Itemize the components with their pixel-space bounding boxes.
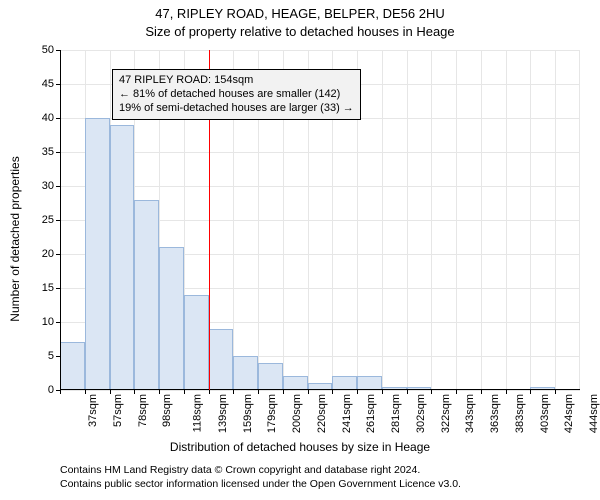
xtick-mark [209,390,210,394]
xtick-label: 98sqm [161,394,173,427]
xtick-mark [407,390,408,394]
xtick-label: 220sqm [316,394,328,433]
ytick-label: 30 [24,180,54,192]
xtick-label: 281sqm [390,394,402,433]
ytick-label: 0 [24,384,54,396]
xtick-mark [60,390,61,394]
xtick-mark [382,390,383,394]
xtick-label: 78sqm [137,394,149,427]
y-axis-line [60,50,61,390]
gridline-v [407,50,408,390]
chart-container: 47, RIPLEY ROAD, HEAGE, BELPER, DE56 2HU… [0,0,600,500]
xtick-mark [110,390,111,394]
xtick-mark [456,390,457,394]
xtick-mark [258,390,259,394]
xtick-label: 179sqm [266,394,278,433]
xtick-label: 302sqm [415,394,427,433]
histogram-bar [184,295,209,390]
histogram-bar [332,376,357,390]
xtick-label: 322sqm [440,394,452,433]
xtick-mark [85,390,86,394]
footer-line1: Contains HM Land Registry data © Crown c… [60,464,461,478]
histogram-bar [85,118,110,390]
gridline-h [60,152,580,153]
ytick-label: 25 [24,214,54,226]
histogram-bar [258,363,283,390]
gridline-h [60,186,580,187]
ytick-label: 50 [24,44,54,56]
histogram-bar [283,376,308,390]
plot-area: 0510152025303540455037sqm57sqm78sqm98sqm… [60,50,580,390]
annotation-line3: 19% of semi-detached houses are larger (… [119,101,354,115]
gridline-v [506,50,507,390]
gridline-v [555,50,556,390]
y-axis-label: Number of detached properties [0,0,20,500]
chart-title-line2: Size of property relative to detached ho… [0,24,600,39]
xtick-mark [184,390,185,394]
xtick-label: 403sqm [539,394,551,433]
xtick-label: 363sqm [489,394,501,433]
histogram-bar [110,125,135,390]
gridline-h [60,390,580,391]
xtick-label: 261sqm [366,394,378,433]
xtick-label: 200sqm [291,394,303,433]
xtick-label: 444sqm [588,394,600,433]
xtick-mark [134,390,135,394]
histogram-bar [357,376,382,390]
gridline-v [579,50,580,390]
ytick-label: 5 [24,350,54,362]
xtick-mark [159,390,160,394]
ytick-label: 45 [24,78,54,90]
ytick-label: 20 [24,248,54,260]
xtick-label: 37sqm [87,394,99,427]
ytick-label: 35 [24,146,54,158]
xtick-mark [283,390,284,394]
xtick-mark [481,390,482,394]
x-axis-line [60,389,580,390]
xtick-label: 118sqm [191,394,203,432]
xtick-mark [233,390,234,394]
xtick-label: 159sqm [242,394,254,433]
annotation-box: 47 RIPLEY ROAD: 154sqm← 81% of detached … [112,69,361,120]
footer-line2: Contains public sector information licen… [60,478,461,492]
xtick-mark [506,390,507,394]
xtick-label: 241sqm [341,394,353,433]
histogram-bar [134,200,159,390]
xtick-mark [530,390,531,394]
histogram-bar [233,356,258,390]
chart-title-line1: 47, RIPLEY ROAD, HEAGE, BELPER, DE56 2HU [0,6,600,21]
xtick-mark [555,390,556,394]
xtick-mark [308,390,309,394]
gridline-v [456,50,457,390]
chart-footer: Contains HM Land Registry data © Crown c… [60,464,461,491]
gridline-v [431,50,432,390]
histogram-bar [60,342,85,390]
ytick-label: 15 [24,282,54,294]
ytick-label: 10 [24,316,54,328]
gridline-v [382,50,383,390]
ytick-label: 40 [24,112,54,124]
xtick-label: 343sqm [465,394,477,433]
gridline-v [530,50,531,390]
xtick-label: 57sqm [112,394,124,427]
x-axis-label: Distribution of detached houses by size … [0,440,600,454]
gridline-v [481,50,482,390]
xtick-mark [357,390,358,394]
xtick-label: 424sqm [564,394,576,433]
histogram-bar [209,329,234,390]
xtick-label: 383sqm [514,394,526,433]
annotation-line2: ← 81% of detached houses are smaller (14… [119,87,354,101]
xtick-mark [431,390,432,394]
annotation-line1: 47 RIPLEY ROAD: 154sqm [119,73,354,87]
xtick-mark [332,390,333,394]
histogram-bar [159,247,184,390]
gridline-h [60,50,580,51]
xtick-label: 139sqm [217,394,229,433]
